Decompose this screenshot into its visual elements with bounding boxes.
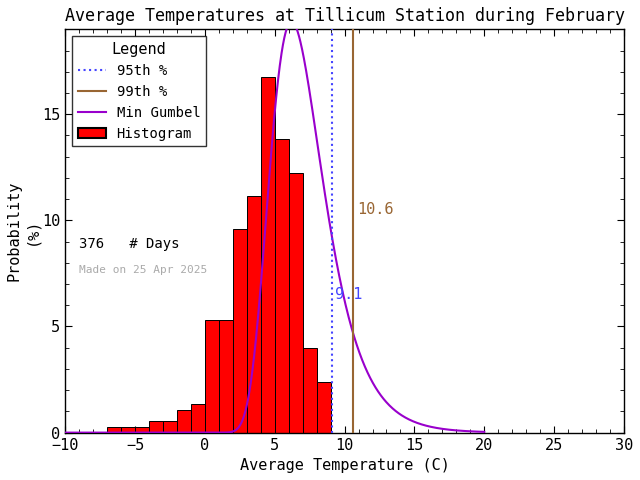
Bar bbox=[303, 348, 317, 432]
Title: Average Temperatures at Tillicum Station during February: Average Temperatures at Tillicum Station… bbox=[65, 7, 625, 25]
Bar bbox=[107, 427, 121, 432]
Bar bbox=[247, 195, 260, 432]
Bar bbox=[260, 77, 275, 432]
Bar bbox=[219, 320, 233, 432]
Bar bbox=[135, 427, 149, 432]
Bar bbox=[289, 173, 303, 432]
Bar bbox=[121, 427, 135, 432]
Bar bbox=[275, 139, 289, 432]
Text: Made on 25 Apr 2025: Made on 25 Apr 2025 bbox=[79, 265, 207, 275]
Text: 376   # Days: 376 # Days bbox=[79, 237, 180, 251]
Bar bbox=[205, 320, 219, 432]
Bar bbox=[149, 421, 163, 432]
Bar bbox=[233, 229, 247, 432]
Bar bbox=[163, 421, 177, 432]
Text: 10.6: 10.6 bbox=[357, 202, 394, 217]
Text: 9.1: 9.1 bbox=[335, 287, 362, 302]
Y-axis label: Probability
(%): Probability (%) bbox=[7, 181, 39, 281]
Legend: 95th %, 99th %, Min Gumbel, Histogram: 95th %, 99th %, Min Gumbel, Histogram bbox=[72, 36, 206, 146]
X-axis label: Average Temperature (C): Average Temperature (C) bbox=[239, 458, 449, 473]
Bar bbox=[177, 410, 191, 432]
Bar bbox=[317, 382, 331, 432]
Bar bbox=[191, 405, 205, 432]
